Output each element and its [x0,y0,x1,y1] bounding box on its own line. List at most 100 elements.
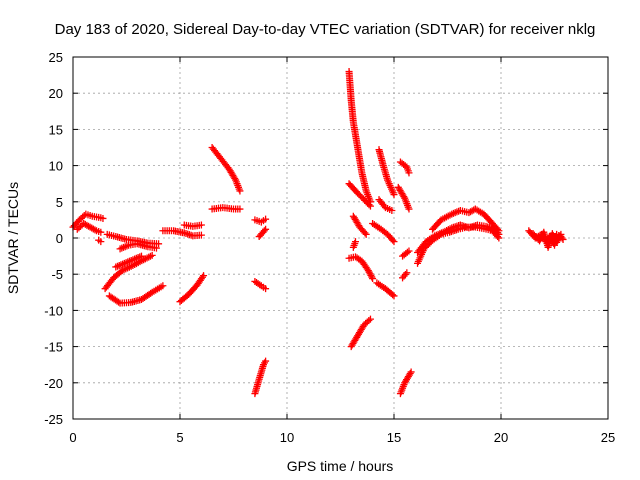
data-point [403,269,411,277]
data-point [80,212,88,220]
series-arc-26 [375,196,396,214]
grid-lines [73,57,608,419]
series-arc-24 [375,146,398,199]
data-point [390,238,398,246]
y-tick-label: -10 [44,303,63,318]
y-tick-label: 15 [49,122,63,137]
series-arc-17 [251,357,270,398]
data-point [407,368,415,376]
x-tick-label: 10 [280,430,294,445]
data-point [389,236,397,244]
series-arc-13 [208,204,244,213]
series-arc-15 [255,225,270,241]
x-tick-label: 20 [494,430,508,445]
x-tick-label: 0 [69,430,76,445]
series-arc-25 [369,220,398,246]
series-arc-08 [105,282,167,307]
series-arc-14 [251,215,270,226]
data-point [349,243,357,251]
series-arc-12 [208,144,244,195]
data-point [406,369,414,377]
series-arc-06 [101,251,156,293]
series-arc-18 [345,67,374,206]
data-point [390,292,398,300]
data-point [495,227,503,235]
data-point [148,251,156,259]
data-point [400,193,408,201]
data-point [403,248,411,256]
data-point [97,228,105,236]
x-axis-label: GPS time / hours [287,458,394,474]
y-tick-label: -20 [44,376,63,391]
data-point [262,285,270,293]
data-point [115,298,123,306]
series-arc-20 [349,212,370,238]
data-point [365,201,373,209]
y-tick-labels: -25 -20 -15 -10 -5 0 5 10 15 20 25 [44,50,63,427]
x-tick-label: 25 [601,430,615,445]
data-point [369,275,377,283]
series-arc-23 [347,315,374,351]
series-arc-05 [116,240,160,253]
data-point [236,187,244,195]
series-arc-02 [73,220,105,236]
data-point [231,175,239,183]
series-arc-29 [394,183,413,213]
data-point [361,229,369,237]
data-point [97,238,105,246]
x-tick-label: 15 [387,430,401,445]
series-arc-31 [399,269,411,282]
data-point [260,227,268,235]
y-tick-label: 5 [56,195,63,210]
series-arc-27 [373,279,398,300]
data-point [390,191,398,199]
series-arc-35 [429,205,503,235]
y-tick-label: 25 [49,50,63,65]
y-tick-label: -5 [51,267,63,282]
data-point [368,273,376,281]
plot-frame [72,56,609,420]
series-arc-34 [414,221,503,256]
series-arc-09 [159,227,205,240]
data-point [152,244,160,252]
series-arc-30 [399,247,413,260]
y-tick-label: 0 [56,231,63,246]
x-tick-label: 5 [176,430,183,445]
x-tick-labels: 0 5 10 15 20 25 [69,430,615,445]
y-axis-label: SDTVAR / TECUs [5,182,21,294]
series-arc-07 [112,252,145,271]
series-arc-22 [345,253,377,283]
data-point [137,252,145,260]
data-point [197,221,205,229]
data-point [262,225,270,233]
data-points [69,67,567,398]
data-point [389,291,397,299]
series-arc-21 [349,238,359,251]
data-point [200,272,208,280]
series-arc-28 [396,158,413,177]
data-point [366,315,374,323]
series-arc-19 [345,180,374,210]
data-point [236,205,244,213]
data-point [262,357,270,365]
series-arc-37 [529,228,565,251]
y-tick-label: 20 [49,86,63,101]
data-point [362,230,370,238]
data-point [405,169,413,177]
data-point [197,231,205,239]
series-arc-11 [176,272,208,306]
series-arc-03 [95,236,105,246]
data-point [366,202,374,210]
data-point [159,282,167,290]
data-point [155,240,163,248]
data-point [256,281,264,289]
chart-title: Day 183 of 2020, Sidereal Day-to-day VTE… [55,21,596,38]
data-point [494,225,502,233]
series-arc-10 [180,221,205,230]
series-arc-16 [251,277,270,293]
data-point [405,205,413,213]
series-arc-32 [396,368,415,398]
data-point [405,247,413,255]
data-point [262,215,270,223]
